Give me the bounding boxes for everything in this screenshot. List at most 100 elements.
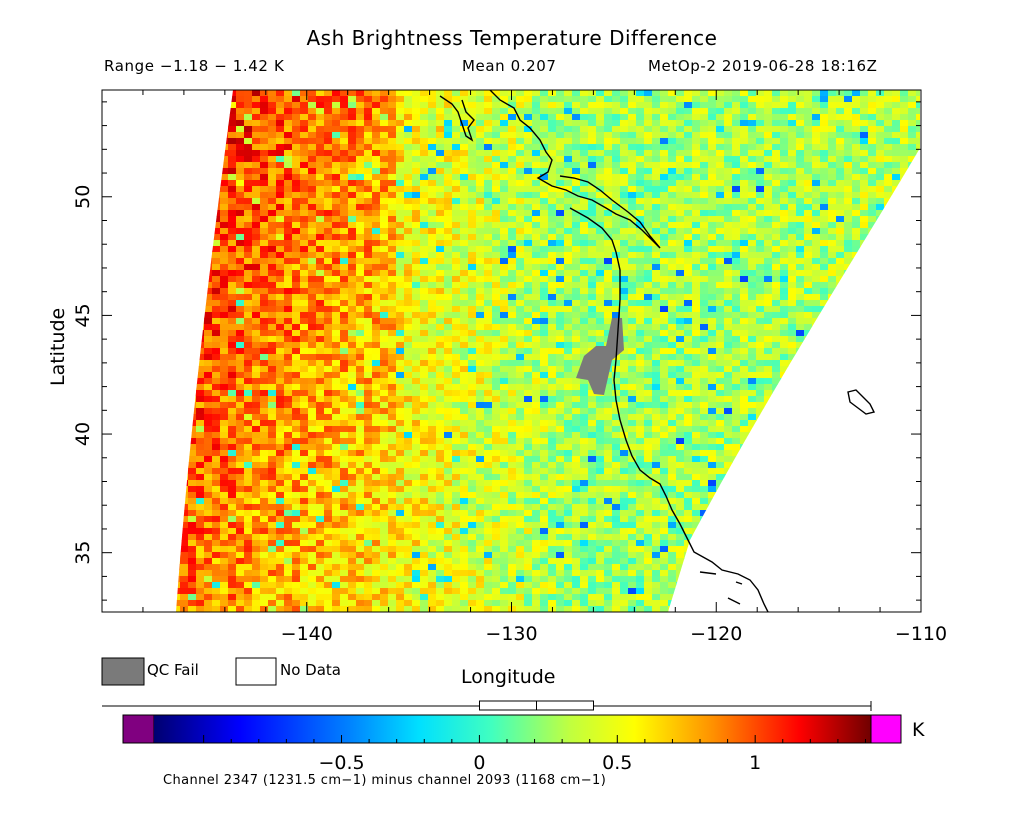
swath-pixel — [580, 102, 589, 109]
swath-pixel — [692, 108, 701, 115]
swath-pixel — [340, 258, 349, 265]
swath-pixel — [176, 228, 181, 235]
swath-pixel — [212, 216, 221, 223]
swath-pixel — [692, 210, 701, 217]
swath-pixel — [836, 318, 845, 325]
swath-pixel — [676, 132, 685, 139]
swath-pixel — [188, 396, 197, 403]
swath-pixel — [260, 192, 269, 199]
swath-pixel — [828, 162, 837, 169]
swath-pixel — [860, 342, 869, 349]
swath-pixel — [700, 366, 709, 373]
swath-pixel — [652, 132, 661, 139]
swath-pixel — [636, 390, 645, 397]
swath-pixel — [220, 252, 229, 259]
swath-pixel — [204, 210, 213, 217]
swath-pixel — [820, 102, 829, 109]
swath-pixel — [244, 306, 253, 313]
swath-pixel — [892, 90, 901, 97]
swath-pixel — [676, 186, 685, 193]
swath-pixel — [884, 234, 893, 241]
swath-pixel — [212, 342, 221, 349]
swath-pixel — [708, 384, 717, 391]
swath-pixel — [828, 96, 837, 103]
swath-pixel — [212, 366, 221, 373]
swath-pixel — [844, 168, 853, 175]
swath-pixel — [508, 276, 517, 283]
swath-pixel — [564, 114, 573, 121]
swath-pixel — [812, 162, 821, 169]
swath-pixel — [532, 216, 541, 223]
swath-pixel — [428, 132, 437, 139]
swath-pixel — [804, 360, 813, 367]
swath-pixel — [684, 120, 693, 127]
swath-pixel — [300, 138, 309, 145]
swath-pixel — [508, 300, 517, 307]
swath-pixel — [596, 96, 605, 103]
swath-pixel — [508, 162, 517, 169]
swath-pixel — [708, 162, 717, 169]
swath-pixel — [668, 126, 677, 133]
swath-pixel — [604, 210, 613, 217]
swath-pixel — [292, 96, 301, 103]
swath-pixel — [484, 300, 493, 307]
swath-pixel — [364, 264, 373, 271]
swath-pixel — [220, 294, 229, 301]
swath-pixel — [260, 252, 269, 259]
swath-pixel — [356, 378, 365, 385]
swath-pixel — [876, 270, 885, 277]
swath-pixel — [828, 390, 837, 397]
swath-pixel — [628, 402, 637, 409]
swath-pixel — [836, 378, 845, 385]
swath-pixel — [204, 336, 213, 343]
swath-pixel — [716, 204, 725, 211]
swath-pixel — [828, 336, 837, 343]
swath-pixel — [868, 90, 877, 97]
swath-pixel — [908, 348, 917, 355]
swath-pixel — [396, 252, 405, 259]
swath-pixel — [244, 312, 253, 319]
swath-pixel — [572, 210, 581, 217]
swath-pixel — [892, 390, 901, 397]
swath-pixel — [428, 372, 437, 379]
swath-pixel — [476, 210, 485, 217]
swath-pixel — [428, 180, 437, 187]
swath-pixel — [748, 180, 757, 187]
swath-pixel — [852, 192, 861, 199]
swath-pixel — [236, 156, 245, 163]
swath-pixel — [708, 348, 717, 355]
swath-pixel — [628, 192, 637, 199]
swath-pixel — [796, 228, 805, 235]
swath-pixel — [692, 402, 701, 409]
swath-pixel — [588, 114, 597, 121]
swath-pixel — [188, 372, 197, 379]
swath-pixel — [844, 114, 853, 121]
swath-pixel — [852, 312, 861, 319]
swath-pixel — [220, 282, 229, 289]
swath-pixel — [492, 354, 501, 361]
swath-pixel — [732, 336, 741, 343]
swath-pixel — [396, 360, 405, 367]
swath-pixel — [660, 198, 669, 205]
swath-pixel — [764, 168, 773, 175]
swath-pixel — [900, 390, 909, 397]
swath-pixel — [668, 150, 677, 157]
swath-pixel — [444, 252, 453, 259]
swath-pixel — [428, 294, 437, 301]
swath-pixel — [564, 318, 573, 325]
swath-pixel — [260, 168, 269, 175]
swath-pixel — [236, 114, 245, 121]
swath-pixel — [292, 348, 301, 355]
swath-pixel — [332, 306, 341, 313]
swath-pixel — [676, 90, 685, 97]
swath-pixel — [852, 330, 861, 337]
swath-pixel — [764, 114, 773, 121]
swath-pixel — [444, 390, 453, 397]
swath-pixel — [420, 342, 429, 349]
swath-pixel — [292, 108, 301, 115]
swath-pixel — [684, 228, 693, 235]
swath-pixel — [628, 168, 637, 175]
swath-pixel — [812, 384, 821, 391]
swath-pixel — [908, 330, 917, 337]
swath-pixel — [876, 96, 885, 103]
